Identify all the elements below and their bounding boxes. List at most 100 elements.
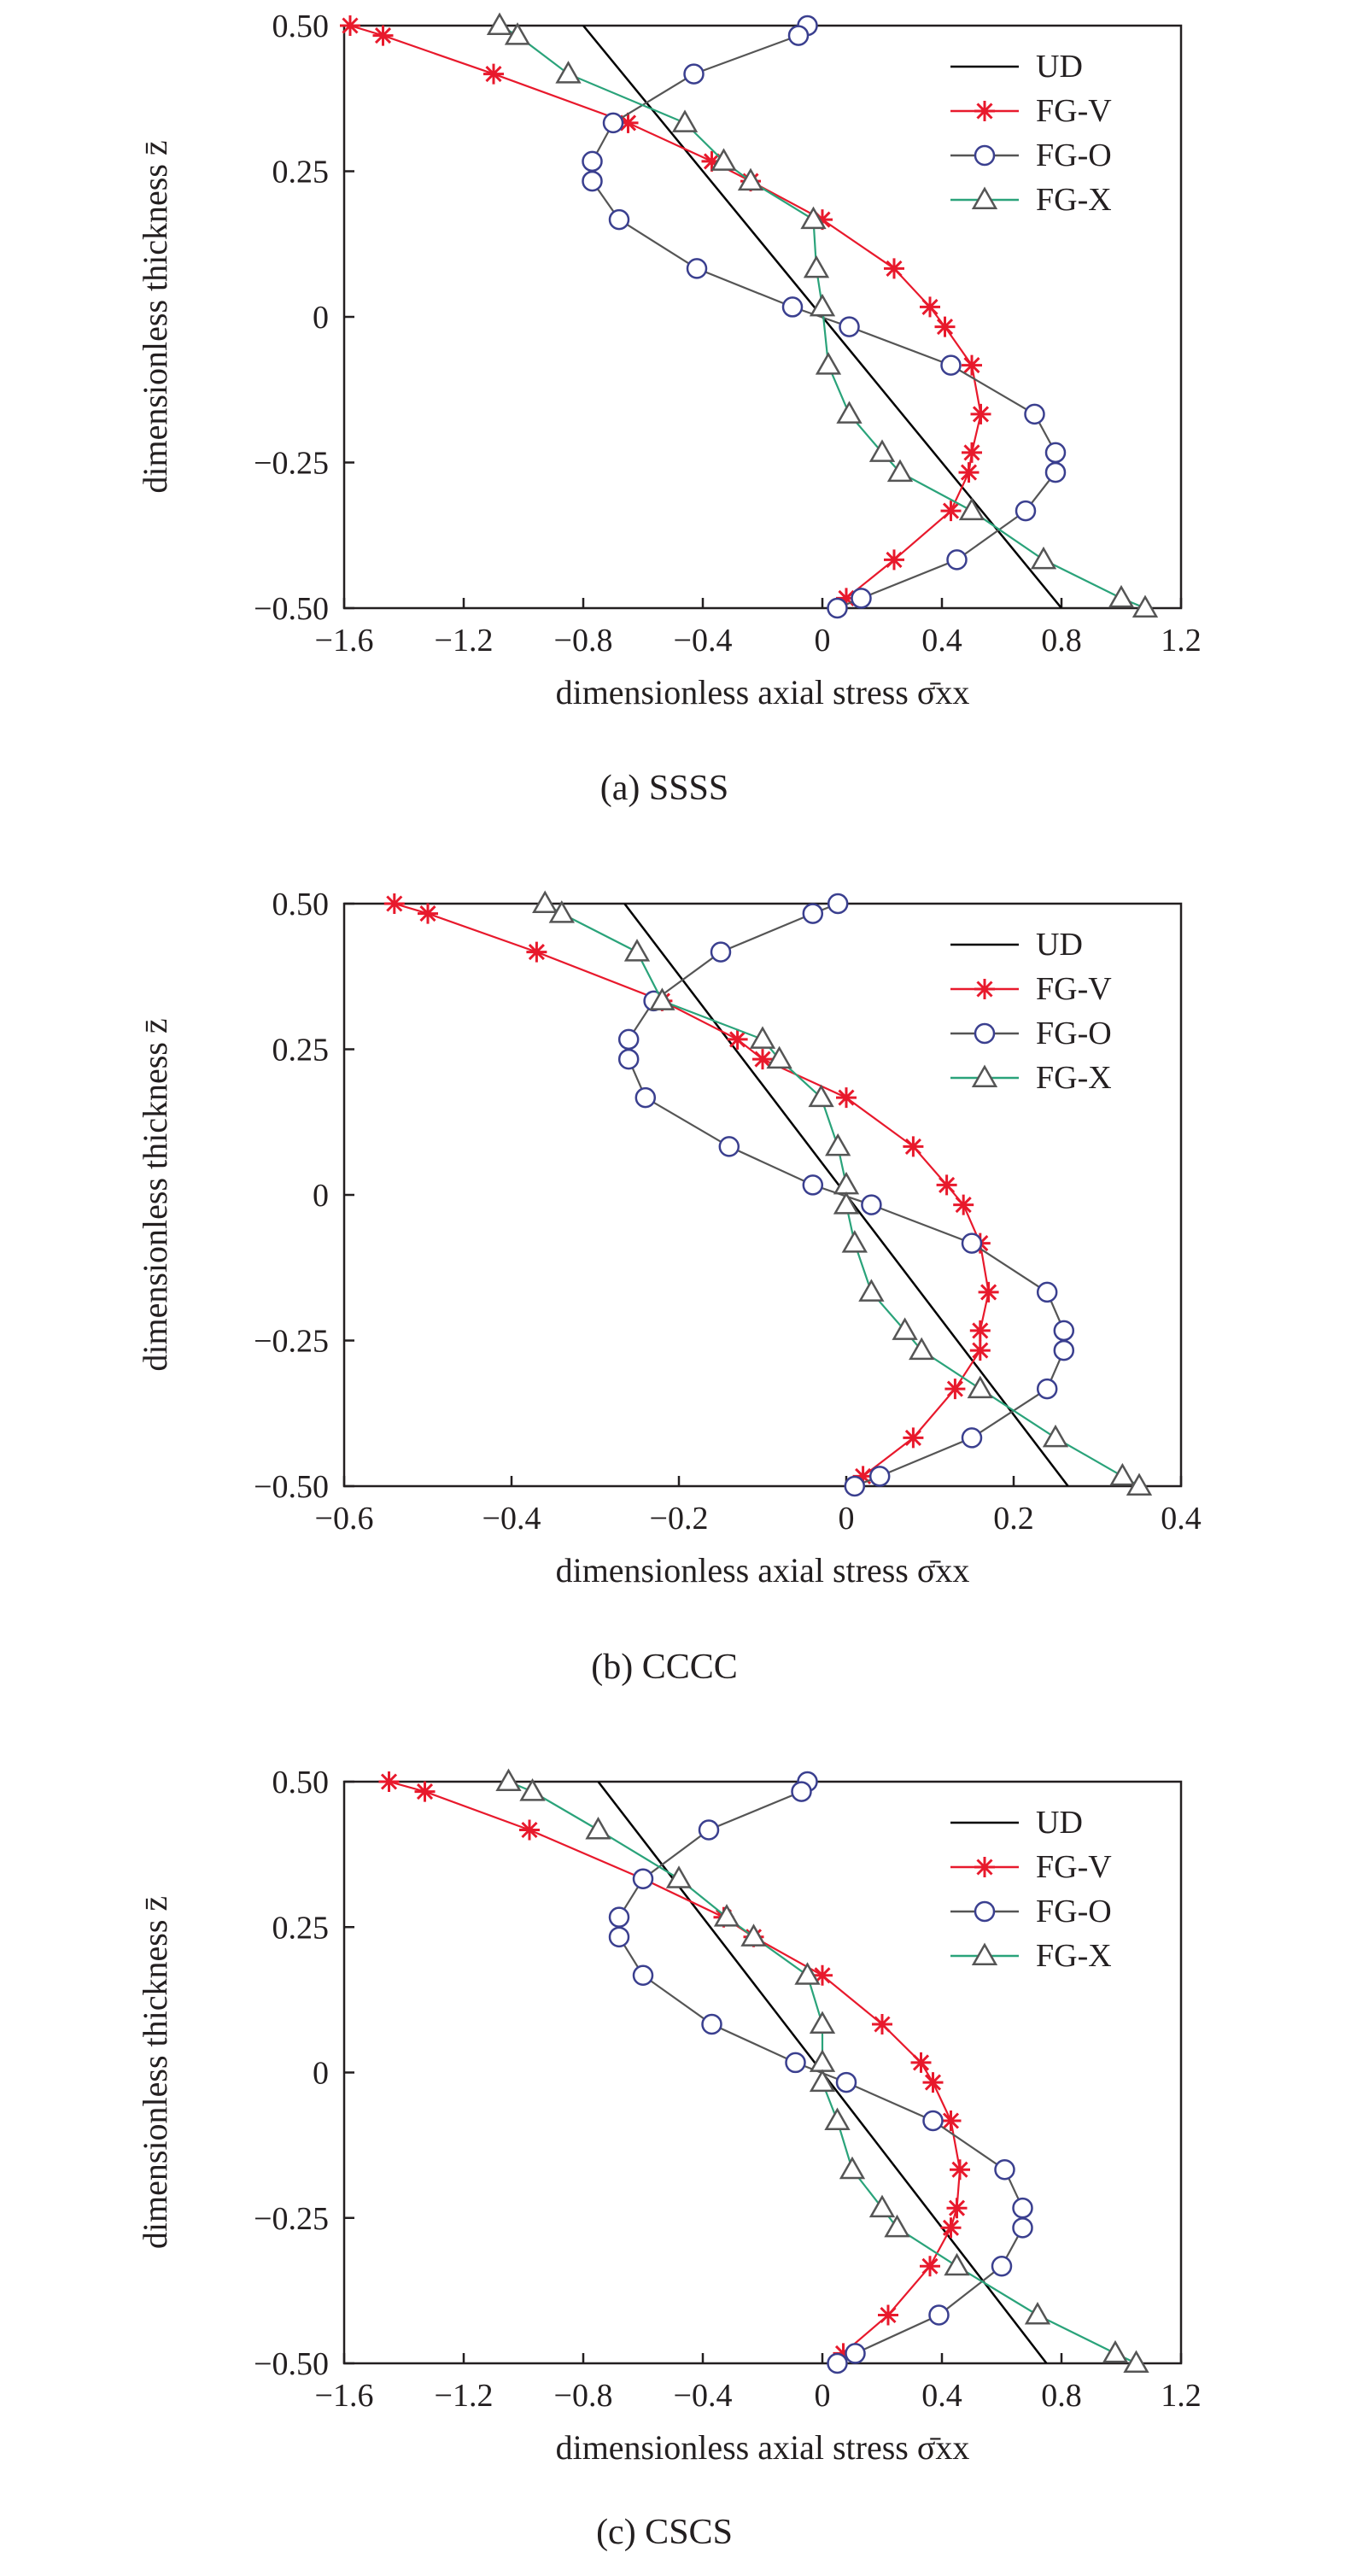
series-fg-v <box>340 15 991 618</box>
x-tick-label: −1.6 <box>315 623 374 659</box>
data-point <box>1012 2217 1033 2239</box>
data-point <box>903 1136 924 1157</box>
legend-label: UD <box>1036 1805 1083 1841</box>
data-point <box>727 1028 748 1050</box>
data-point <box>940 2111 962 2131</box>
data-point <box>872 2014 892 2034</box>
y-axis-label: dimensionless thickness z̄ <box>136 1896 174 2249</box>
data-point <box>940 354 962 376</box>
data-point <box>839 316 860 337</box>
data-point <box>683 63 705 85</box>
series-line <box>394 904 990 1486</box>
data-point <box>1044 442 1067 464</box>
data-point <box>711 148 737 171</box>
data-point <box>809 293 836 317</box>
data-point <box>802 1174 824 1196</box>
x-tick-label: −1.2 <box>435 2378 494 2414</box>
data-point <box>1053 1339 1075 1361</box>
data-point <box>824 2107 851 2131</box>
data-point <box>825 1133 851 1156</box>
data-point <box>967 1375 993 1399</box>
y-tick-label: −0.25 <box>254 2201 329 2237</box>
data-point <box>1108 584 1135 608</box>
data-point <box>958 462 980 483</box>
y-tick-label: −0.50 <box>254 2346 329 2382</box>
data-point <box>766 1045 792 1069</box>
x-tick-label: −1.2 <box>435 623 494 659</box>
y-tick-label: 0.50 <box>272 887 330 922</box>
data-point <box>582 150 603 173</box>
data-point <box>852 1466 874 1487</box>
series-fg-x <box>495 1768 1149 2373</box>
series-fg-x <box>486 12 1159 618</box>
legend-label: FG-X <box>1036 1938 1112 1974</box>
legend-label: FG-V <box>1036 1849 1112 1885</box>
legend-marker <box>971 1942 998 1965</box>
data-point <box>836 588 857 609</box>
data-point <box>910 2052 932 2073</box>
data-point <box>858 1279 885 1302</box>
data-point <box>372 25 394 46</box>
series-line <box>389 1782 962 2363</box>
series-fg-v <box>383 893 999 1496</box>
data-point <box>962 354 982 376</box>
data-point <box>978 1281 999 1303</box>
data-point <box>486 12 513 35</box>
data-point <box>632 1964 654 1987</box>
data-point <box>944 1379 966 1400</box>
data-point <box>922 2110 944 2132</box>
data-point <box>920 296 940 318</box>
data-point <box>1042 1424 1069 1448</box>
data-point <box>737 167 764 191</box>
data-point <box>1024 403 1045 425</box>
data-point <box>634 1086 657 1109</box>
data-point <box>787 25 810 46</box>
data-point <box>340 15 360 36</box>
legend-label: UD <box>1036 927 1083 963</box>
data-point <box>958 497 985 521</box>
data-point <box>961 1232 983 1254</box>
data-point <box>991 2256 1013 2277</box>
data-point <box>504 22 531 45</box>
series-line <box>349 26 982 608</box>
x-tick-label: 1.2 <box>1161 2378 1202 2414</box>
data-point <box>836 401 863 424</box>
data-point <box>383 893 405 914</box>
data-point <box>969 1340 991 1361</box>
data-point <box>809 2011 836 2034</box>
y-tick-label: −0.25 <box>254 1324 329 1360</box>
data-point <box>903 1427 924 1449</box>
y-tick-label: −0.50 <box>254 591 329 627</box>
data-point <box>1123 2350 1149 2373</box>
panel-caption: (b) CCCC <box>591 1648 738 1687</box>
data-point <box>940 501 962 522</box>
x-tick-label: 0.8 <box>1041 623 1082 659</box>
data-point <box>548 900 575 923</box>
data-point <box>812 209 833 231</box>
data-point <box>555 61 582 84</box>
data-point <box>868 1466 891 1487</box>
data-point <box>378 1771 400 1792</box>
data-point <box>833 1191 860 1215</box>
data-point <box>671 109 699 132</box>
legend-marker <box>974 101 995 121</box>
legend-label: FG-O <box>1036 1894 1112 1929</box>
x-tick-label: 0.2 <box>993 1501 1034 1537</box>
data-point <box>851 588 872 609</box>
data-point <box>585 1817 611 1840</box>
data-point <box>1030 546 1057 570</box>
data-point <box>861 1194 882 1215</box>
data-point <box>686 258 708 279</box>
data-point <box>940 2217 962 2239</box>
legend: UD FG-V FG-O FG-X <box>950 49 1112 218</box>
data-point <box>1126 1472 1153 1496</box>
data-point <box>884 2214 910 2238</box>
data-point <box>623 939 651 962</box>
data-point <box>752 1049 773 1070</box>
data-point <box>922 2072 944 2093</box>
data-point <box>1024 2301 1051 2325</box>
data-point <box>608 208 630 231</box>
data-point <box>946 2198 968 2219</box>
data-point <box>740 1923 767 1947</box>
